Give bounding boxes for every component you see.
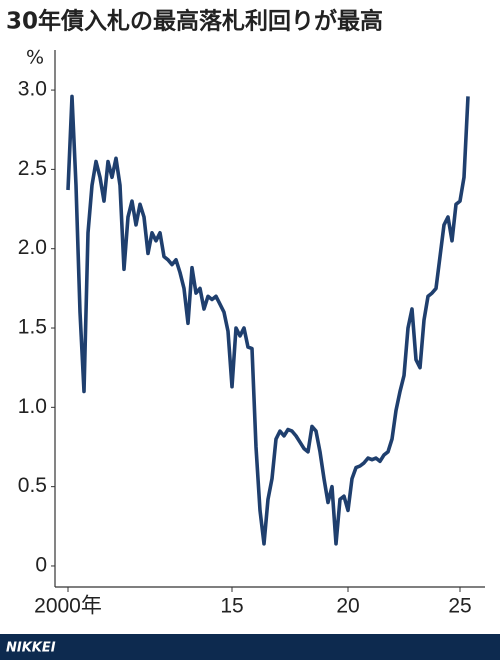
y-tick-label: 2.0 bbox=[18, 236, 47, 259]
logo: NIKKEI bbox=[6, 641, 56, 656]
y-unit: % bbox=[26, 47, 44, 69]
footer-band bbox=[0, 634, 500, 660]
chart-title: 30年債入札の最高落札利回りが最高 bbox=[6, 8, 383, 35]
y-tick-label: 1.5 bbox=[18, 316, 47, 339]
x-tick-label: 2000年 bbox=[34, 595, 102, 618]
y-tick-label: 1.0 bbox=[18, 395, 47, 418]
y-tick-label: 0.5 bbox=[18, 474, 47, 497]
x-tick-label: 20 bbox=[336, 595, 359, 618]
y-tick-label: 3.0 bbox=[18, 78, 47, 101]
x-tick-label: 25 bbox=[448, 595, 471, 618]
y-tick-label: 2.5 bbox=[18, 157, 47, 180]
line-series bbox=[66, 94, 470, 546]
x-tick-label: 15 bbox=[220, 595, 243, 618]
y-tick-label: 0 bbox=[35, 554, 47, 577]
